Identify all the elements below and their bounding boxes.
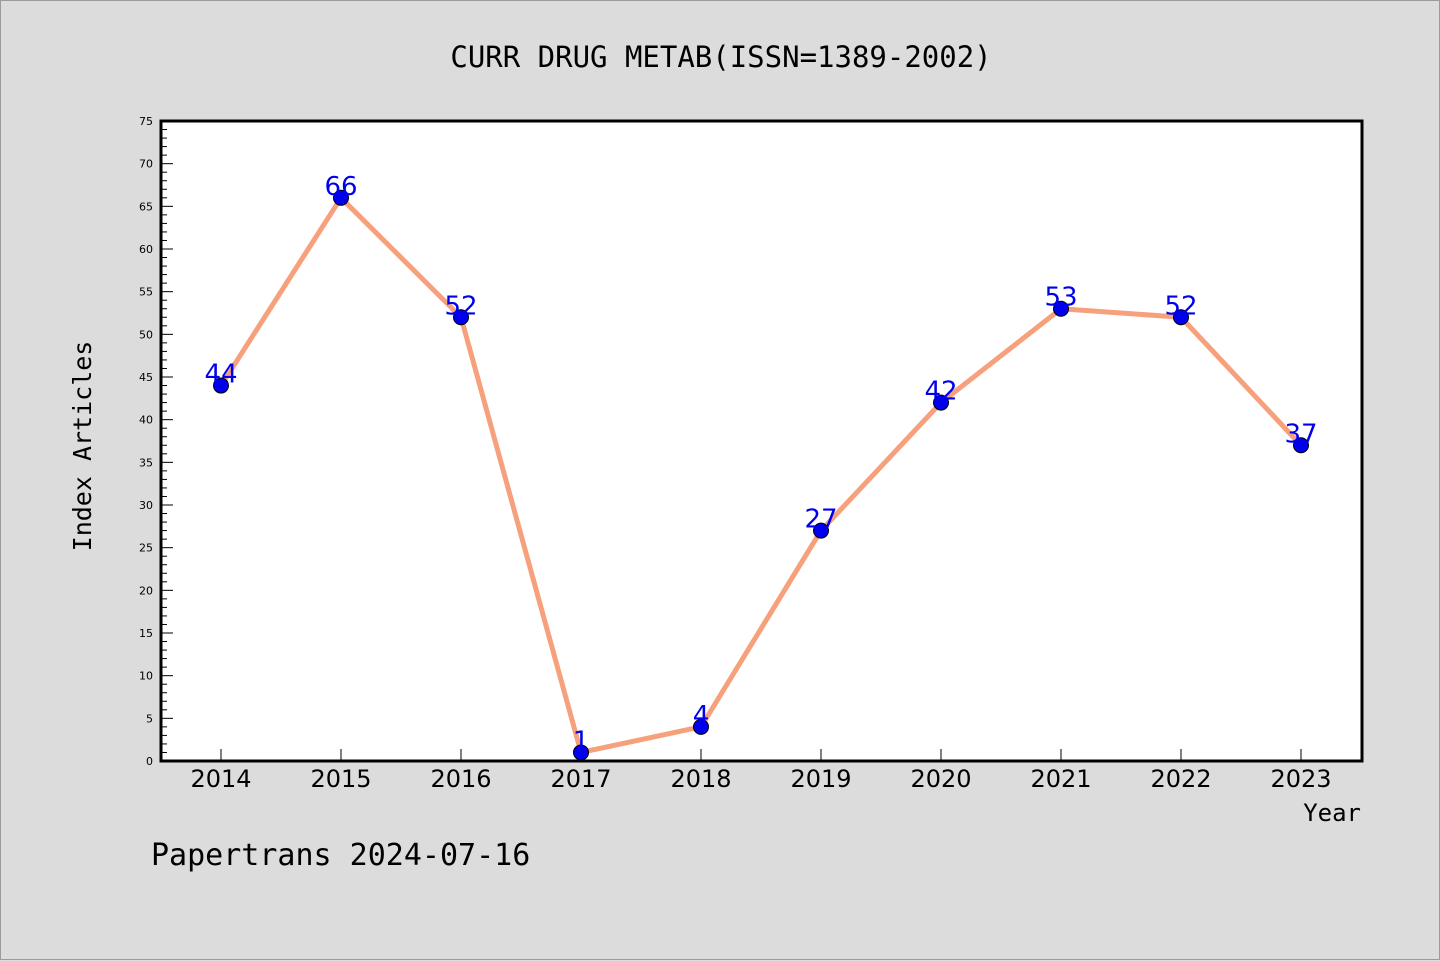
- data-label: 42: [924, 377, 957, 407]
- data-label: 66: [324, 172, 357, 202]
- y-axis-ticks: 0 5 10 15 20 25 30 35 40 45 50 55 60 65 70 75: [139, 115, 173, 768]
- series-line: [218, 195, 1304, 755]
- y-tick-label: 70: [139, 158, 153, 171]
- series-layer: 44 66 52 1 4 27 42 53 52 37: [204, 172, 1318, 761]
- data-point: [1293, 437, 1309, 454]
- y-axis-label: Index Articles: [68, 341, 97, 552]
- y-tick-label: 5: [146, 712, 153, 725]
- data-point: [333, 189, 349, 206]
- data-point: [1173, 309, 1189, 326]
- x-tick-label: 2022: [1150, 765, 1211, 793]
- data-label: 44: [204, 360, 237, 390]
- data-point: [573, 744, 589, 761]
- y-tick-label: 15: [139, 627, 153, 640]
- y-tick-label: 25: [139, 542, 153, 555]
- plot-border: [159, 119, 1364, 763]
- watermark-text: Papertrans 2024-07-16: [151, 838, 530, 873]
- y-tick-label: 60: [139, 243, 153, 256]
- y-tick-label: 20: [139, 584, 153, 597]
- x-tick-label: 2021: [1030, 765, 1091, 793]
- data-label: 1: [573, 726, 590, 756]
- x-tick-label: 2016: [430, 765, 491, 793]
- data-label: 52: [1164, 291, 1197, 321]
- data-point: [933, 394, 949, 411]
- data-point: [693, 718, 709, 735]
- y-tick-label: 10: [139, 670, 153, 683]
- x-tick-label: 2019: [790, 765, 851, 793]
- data-label: 53: [1044, 283, 1077, 313]
- x-tick-label: 2018: [670, 765, 731, 793]
- y-tick-label: 55: [139, 286, 153, 299]
- y-tick-label: 30: [139, 499, 153, 512]
- x-tick-label: 2014: [190, 765, 251, 793]
- y-tick-label: 35: [139, 456, 153, 469]
- x-tick-label: 2015: [310, 765, 371, 793]
- data-label: 37: [1284, 419, 1317, 449]
- data-label: 27: [804, 505, 837, 535]
- x-tick-label: 2020: [910, 765, 971, 793]
- x-axis-ticks: 2014 2015 2016 2017 2018 2019 2020 2021 2022 2023: [190, 749, 1332, 793]
- data-point: [1053, 300, 1069, 317]
- plot-area: [161, 121, 1362, 761]
- x-axis-label: Year: [1303, 799, 1361, 827]
- data-label: 4: [693, 701, 710, 731]
- data-point: [213, 377, 229, 394]
- y-tick-label: 40: [139, 414, 153, 427]
- y-tick-label: 50: [139, 328, 153, 341]
- y-tick-label: 75: [139, 115, 153, 128]
- chart-title: CURR DRUG METAB(ISSN=1389-2002): [450, 40, 991, 74]
- y-tick-label: 0: [146, 755, 153, 768]
- data-point: [453, 309, 469, 326]
- y-tick-label: 45: [139, 371, 153, 384]
- x-tick-label: 2017: [550, 765, 611, 793]
- x-tick-label: 2023: [1270, 765, 1331, 793]
- data-label: 52: [444, 291, 477, 321]
- y-tick-label: 65: [139, 200, 153, 213]
- data-point: [813, 522, 829, 539]
